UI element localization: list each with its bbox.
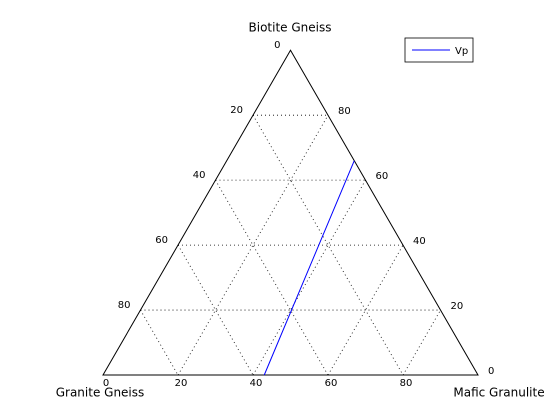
right-tick-label: 40 bbox=[413, 236, 426, 247]
right-tick-label: 20 bbox=[451, 301, 464, 312]
triangle bbox=[102, 49, 479, 376]
grid-line bbox=[252, 179, 366, 376]
left-tick-label: 80 bbox=[118, 300, 131, 311]
bottom-tick-label: 60 bbox=[325, 378, 338, 389]
grid-line bbox=[402, 309, 441, 376]
series-line bbox=[263, 160, 355, 376]
left-label: Granite Gneiss bbox=[56, 386, 145, 400]
legend-label: Vp bbox=[455, 46, 468, 57]
right-tick-label: 0 bbox=[488, 366, 494, 377]
left-tick-label: 20 bbox=[230, 105, 243, 116]
left-tick-label: 60 bbox=[155, 235, 168, 246]
bottom-tick-label: 0 bbox=[103, 378, 109, 389]
grid-line bbox=[215, 179, 329, 376]
bottom-tick-label: 40 bbox=[250, 378, 263, 389]
right-tick-label: 80 bbox=[338, 106, 351, 117]
top-label: Biotite Gneiss bbox=[249, 21, 332, 35]
grid-line bbox=[140, 309, 179, 376]
right-tick-label: 60 bbox=[376, 171, 389, 182]
left-tick-label: 0 bbox=[274, 40, 280, 51]
grid-line bbox=[327, 244, 404, 376]
bottom-tick-label: 80 bbox=[400, 378, 413, 389]
bottom-tick-label: 20 bbox=[175, 378, 188, 389]
grid-line bbox=[177, 244, 254, 376]
right-label: Mafic Granulite bbox=[453, 386, 544, 400]
left-tick-label: 40 bbox=[193, 170, 206, 181]
